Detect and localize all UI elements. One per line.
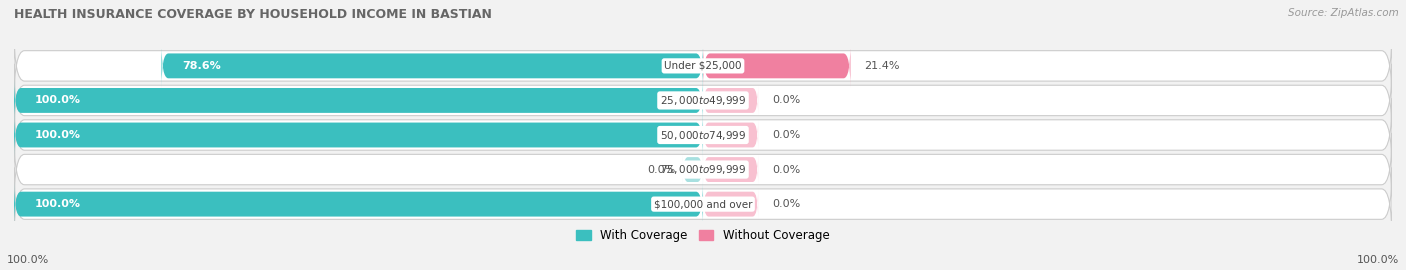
Text: 100.0%: 100.0% [35, 199, 80, 209]
FancyBboxPatch shape [703, 154, 758, 185]
Text: 0.0%: 0.0% [647, 164, 675, 175]
FancyBboxPatch shape [14, 133, 1392, 206]
Text: 100.0%: 100.0% [1357, 255, 1399, 265]
FancyBboxPatch shape [14, 29, 1392, 103]
Text: 0.0%: 0.0% [772, 130, 800, 140]
FancyBboxPatch shape [14, 113, 703, 157]
Text: 0.0%: 0.0% [772, 164, 800, 175]
FancyBboxPatch shape [14, 78, 703, 123]
Text: 0.0%: 0.0% [772, 95, 800, 106]
Text: $25,000 to $49,999: $25,000 to $49,999 [659, 94, 747, 107]
Text: 78.6%: 78.6% [183, 61, 221, 71]
Legend: With Coverage, Without Coverage: With Coverage, Without Coverage [572, 224, 834, 247]
FancyBboxPatch shape [14, 64, 1392, 137]
Text: 100.0%: 100.0% [35, 130, 80, 140]
FancyBboxPatch shape [703, 44, 851, 88]
Text: $50,000 to $74,999: $50,000 to $74,999 [659, 129, 747, 141]
Text: $100,000 and over: $100,000 and over [654, 199, 752, 209]
FancyBboxPatch shape [703, 189, 758, 219]
FancyBboxPatch shape [682, 154, 703, 185]
Text: 100.0%: 100.0% [35, 95, 80, 106]
Text: 0.0%: 0.0% [772, 199, 800, 209]
Text: HEALTH INSURANCE COVERAGE BY HOUSEHOLD INCOME IN BASTIAN: HEALTH INSURANCE COVERAGE BY HOUSEHOLD I… [14, 8, 492, 21]
FancyBboxPatch shape [162, 44, 703, 88]
Text: 100.0%: 100.0% [7, 255, 49, 265]
FancyBboxPatch shape [14, 167, 1392, 241]
FancyBboxPatch shape [14, 182, 703, 226]
FancyBboxPatch shape [14, 98, 1392, 172]
Text: $75,000 to $99,999: $75,000 to $99,999 [659, 163, 747, 176]
Text: 21.4%: 21.4% [865, 61, 900, 71]
FancyBboxPatch shape [703, 85, 758, 116]
FancyBboxPatch shape [703, 120, 758, 150]
Text: Under $25,000: Under $25,000 [664, 61, 742, 71]
Text: Source: ZipAtlas.com: Source: ZipAtlas.com [1288, 8, 1399, 18]
